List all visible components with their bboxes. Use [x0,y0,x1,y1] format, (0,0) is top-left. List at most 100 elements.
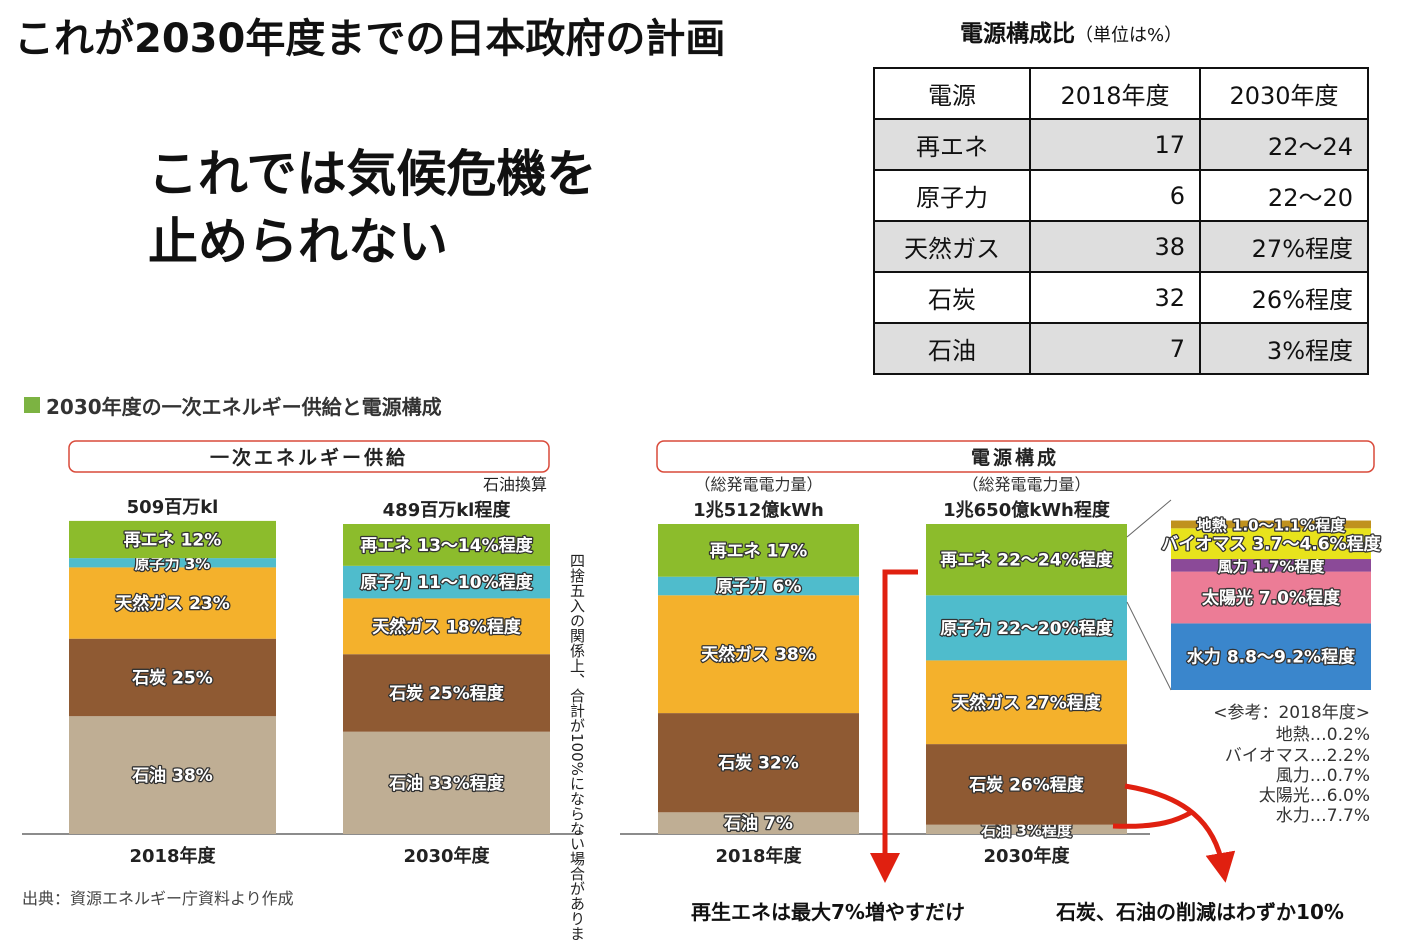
table-row: 石炭 32 26%程度 [873,271,1369,324]
source-note: 出典：資源エネルギー庁資料より作成 [22,889,294,908]
table-cell-2018: 38 [1029,220,1201,273]
detail-segment-hydro [1171,623,1371,690]
bar-segment-nuclear [926,595,1127,661]
bar-segment-renewable [658,524,859,577]
table-row: 天然ガス 38 27%程度 [873,220,1369,273]
bar-segment-label: 地熱 1.0〜1.1%程度 [1197,516,1346,534]
bar-segment-oil [926,824,1127,834]
bar-segment-label: 天然ガス 18%程度 [372,616,522,637]
bar-segment-oil [658,812,859,834]
power-mix-table: 電源 2018年度 2030年度 再エネ 17 22〜24 原子力 6 22〜2… [873,67,1369,375]
bar-total-prefix: （総発電電力量） [694,475,822,494]
bar-segment-label: 石油 33%程度 [388,773,505,794]
bar-total-label: 1兆650億kWh程度 [943,499,1111,521]
bar-segment-label: 石炭 32% [717,753,799,774]
bar-segment-gas [658,595,859,714]
bar-segment-label: 太陽光 7.0%程度 [1202,588,1341,609]
bar-segment-label: 石炭 26%程度 [968,774,1085,795]
annotation-coal-oil: 石炭、石油の削減はわずか10% [1055,900,1344,924]
table-cell-source: 原子力 [873,169,1031,222]
table-row: 石油 7 3%程度 [873,322,1369,375]
table-cell-2030: 27%程度 [1199,220,1369,273]
bar-segment-coal [343,654,550,732]
power-header-box [656,440,1375,473]
table-title: 電源構成比（単位は%） [960,14,1182,48]
primary-unit-note: 石油換算 [483,475,547,494]
subtitle-line-2: 止められない [148,213,448,271]
detail-connector-top [1126,499,1172,538]
table-cell-2030: 26%程度 [1199,271,1369,324]
reference-title: <参考：2018年度> [1213,703,1370,723]
table-cell-2030: 22〜20 [1199,169,1369,222]
bar-segment-label: 再エネ 13〜14%程度 [360,535,533,556]
detail-segment-wind [1171,559,1371,572]
bar-segment-label: 石油 7% [723,813,793,834]
bar-segment-coal [69,638,276,717]
table-cell-2018: 17 [1029,118,1201,171]
table-cell-2018: 6 [1029,169,1201,222]
table-cell-source: 石炭 [873,271,1031,324]
table-cell-source: 石油 [873,322,1031,375]
rounding-note: 四捨五入の関係上、合計が100%にならない場合があります。 [568,553,586,940]
table-cell-2030: 3%程度 [1199,322,1369,375]
bar-segment-renewable [69,520,276,559]
table-cell-2018: 7 [1029,322,1201,375]
reference-item: 水力…7.7% [1276,806,1370,826]
bar-total-label: 1兆512億kWh [693,499,824,521]
bar-segment-coal [926,744,1127,825]
detail-segment-solar [1171,571,1371,624]
bar-segment-nuclear [343,565,550,599]
page-title: これが2030年度までの日本政府の計画 [14,16,726,62]
table-cell-2030: 22〜24 [1199,118,1369,171]
table-header-source: 電源 [873,67,1031,120]
x-axis-category: 2018年度 [129,845,216,867]
figure-heading: 2030年度の一次エネルギー供給と電源構成 [46,395,442,419]
table-row: 原子力 6 22〜20 [873,169,1369,222]
primary-header-box [68,440,550,473]
table-row: 再エネ 17 22〜24 [873,118,1369,171]
x-axis-category: 2018年度 [715,845,802,867]
heading-square-icon [24,397,40,413]
bar-segment-renewable [926,524,1127,596]
reference-item: 風力…0.7% [1276,766,1370,786]
subtitle: これでは気候危機を 止められない [148,140,597,276]
bar-segment-label: バイオマス 3.7〜4.6%程度 [1161,534,1381,555]
bar-segment-label: 石炭 25%程度 [388,683,505,704]
red-arrow-coal-oil [1124,783,1236,883]
reference-item: 地熱…0.2% [1276,725,1370,745]
table-header-2030: 2030年度 [1199,67,1369,120]
bar-segment-label: 天然ガス 27%程度 [952,692,1102,713]
bar-segment-label: 再エネ 12% [124,531,222,551]
bar-segment-oil [69,716,276,834]
x-axis-category: 2030年度 [403,845,490,867]
table-title-text: 電源構成比 [960,21,1075,47]
bar-segment-label: 石油 38% [131,765,213,786]
bar-segment-gas [926,660,1127,745]
bar-segment-coal [658,713,859,813]
bar-segment-renewable [343,524,550,566]
reference-item: 太陽光…6.0% [1259,786,1370,806]
bar-segment-label: 原子力 22〜20%程度 [940,618,1113,639]
red-arrow-oil-branch [1112,809,1194,829]
bar-segment-label: 原子力 11〜10%程度 [360,572,533,593]
bar-segment-label: 水力 8.8〜9.2%程度 [1187,647,1356,668]
reference-item: バイオマス…2.2% [1225,746,1370,766]
primary-header: 一次エネルギー供給 [210,446,408,469]
bars-layer: 石油 38% 石炭 25% 天然ガス 23% 原子力 3% 再エネ 12% 2018年度 5… [69,475,1383,867]
table-unit: （単位は%） [1075,25,1183,46]
bar-segment-label: 石油 3%程度 [980,821,1073,839]
detail-segment-biomass [1171,528,1371,560]
annotation-renewable: 再生エネは最大7%増やすだけ [691,900,965,924]
bar-segment-oil [343,731,550,834]
power-header: 電源構成 [971,446,1059,469]
red-arrow-renewable [870,569,918,883]
bar-segment-nuclear [69,558,276,568]
subtitle-line-1: これでは気候危機を [148,145,597,203]
detail-connector-bottom [1126,601,1172,691]
bar-segment-label: 風力 1.7%程度 [1218,557,1326,575]
detail-segment-geothermal [1171,520,1371,529]
bar-segment-label: 天然ガス 38% [701,644,816,665]
table-cell-2018: 32 [1029,271,1201,324]
table-header-row: 電源 2018年度 2030年度 [873,67,1369,120]
